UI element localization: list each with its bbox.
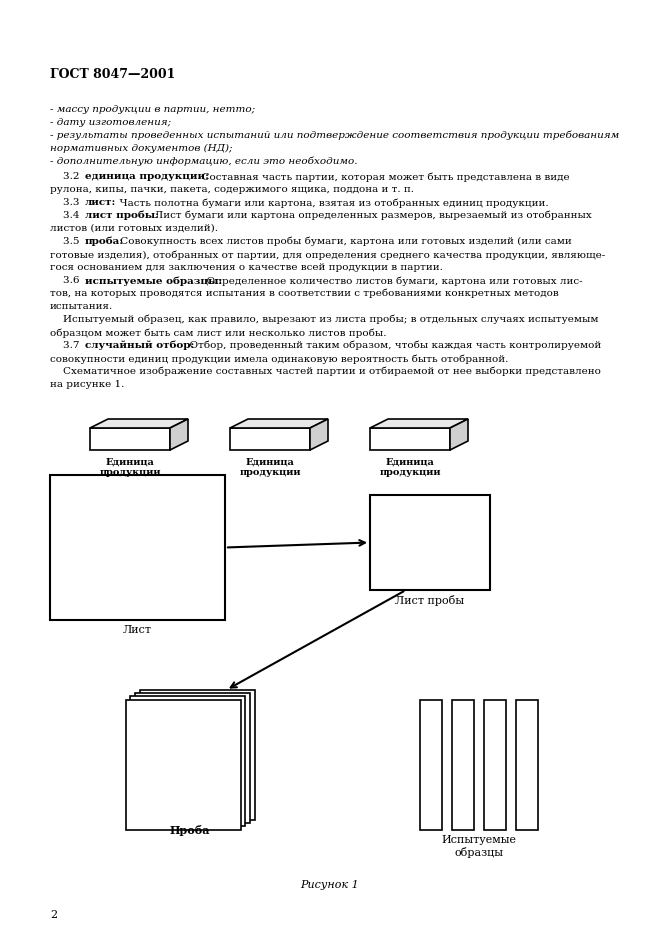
Text: нормативных документов (НД);: нормативных документов (НД); (50, 144, 233, 154)
Polygon shape (90, 419, 188, 428)
Text: Определенное количество листов бумаги, картона или готовых лис-: Определенное количество листов бумаги, к… (200, 276, 582, 285)
Text: Совокупность всех листов пробы бумаги, картона или готовых изделий (или сами: Совокупность всех листов пробы бумаги, к… (117, 237, 572, 246)
Text: готовые изделия), отобранных от партии, для определения среднего качества продук: готовые изделия), отобранных от партии, … (50, 250, 605, 259)
Bar (50, 475, 225, 620)
Bar (370, 495, 490, 590)
Bar (484, 700, 506, 830)
Text: 3.6: 3.6 (50, 276, 83, 285)
Text: единица продукции:: единица продукции: (85, 172, 209, 181)
Text: Часть полотна бумаги или картона, взятая из отобранных единиц продукции.: Часть полотна бумаги или картона, взятая… (113, 198, 549, 208)
Polygon shape (310, 419, 328, 450)
Polygon shape (230, 419, 328, 428)
Text: 3.5: 3.5 (50, 237, 83, 246)
Text: - дополнительную информацию, если это необходимо.: - дополнительную информацию, если это не… (50, 157, 358, 167)
Bar (126, 699, 241, 829)
Text: рулона, кипы, пачки, пакета, содержимого ящика, поддона и т. п.: рулона, кипы, пачки, пакета, содержимого… (50, 185, 414, 194)
Text: - результаты проведенных испытаний или подтверждение соответствия продукции треб: - результаты проведенных испытаний или п… (50, 131, 619, 140)
Text: Единица
продукции: Единица продукции (99, 458, 161, 477)
Polygon shape (450, 419, 468, 450)
Text: 3.3: 3.3 (50, 198, 83, 207)
Text: тов, на которых проводятся испытания в соответствии с требованиями конкретных ме: тов, на которых проводятся испытания в с… (50, 289, 559, 299)
Text: 3.4: 3.4 (50, 211, 83, 220)
Bar (130, 696, 245, 826)
Text: Проба: Проба (169, 825, 210, 836)
Bar (140, 690, 255, 820)
Text: 3.7: 3.7 (50, 341, 83, 350)
Text: 2: 2 (50, 910, 57, 920)
Bar (420, 700, 442, 830)
Text: гося основанием для заключения о качестве всей продукции в партии.: гося основанием для заключения о качеств… (50, 263, 443, 272)
Text: образцом может быть сам лист или несколько листов пробы.: образцом может быть сам лист или несколь… (50, 328, 387, 338)
Polygon shape (370, 419, 468, 428)
Text: - массу продукции в партии, нетто;: - массу продукции в партии, нетто; (50, 105, 255, 114)
Text: листов (или готовых изделий).: листов (или готовых изделий). (50, 224, 218, 233)
Text: испытуемые образцы:: испытуемые образцы: (85, 276, 222, 285)
Text: на рисунке 1.: на рисунке 1. (50, 380, 124, 389)
Text: совокупности единиц продукции имела одинаковую вероятность быть отобранной.: совокупности единиц продукции имела один… (50, 354, 508, 363)
Text: лист:: лист: (85, 198, 116, 207)
Bar (516, 700, 538, 830)
Text: Лист бумаги или картона определенных размеров, вырезаемый из отобранных: Лист бумаги или картона определенных раз… (148, 211, 592, 221)
Text: ГОСТ 8047—2001: ГОСТ 8047—2001 (50, 68, 175, 81)
Text: Рисунок 1: Рисунок 1 (301, 880, 360, 890)
Text: Испытуемый образец, как правило, вырезают из листа пробы; в отдельных случаях ис: Испытуемый образец, как правило, вырезаю… (50, 315, 598, 325)
Text: 3.2: 3.2 (50, 172, 83, 181)
Bar (136, 694, 251, 823)
Text: случайный отбор:: случайный отбор: (85, 341, 194, 350)
Polygon shape (170, 419, 188, 450)
Text: Единица
продукции: Единица продукции (239, 458, 301, 477)
Text: Лист пробы: Лист пробы (395, 595, 465, 606)
Polygon shape (230, 428, 310, 450)
Text: испытания.: испытания. (50, 302, 113, 311)
Bar (452, 700, 474, 830)
Text: Лист: Лист (123, 625, 152, 635)
Text: Схематичное изображение составных частей партии и отбираемой от нее выборки пред: Схематичное изображение составных частей… (50, 367, 601, 376)
Text: Испытуемые
образцы: Испытуемые образцы (442, 835, 516, 857)
Polygon shape (90, 428, 170, 450)
Text: - дату изготовления;: - дату изготовления; (50, 118, 171, 127)
Polygon shape (370, 428, 450, 450)
Text: Составная часть партии, которая может быть представлена в виде: Составная часть партии, которая может бы… (195, 172, 570, 182)
Text: проба:: проба: (85, 237, 124, 246)
Text: Отбор, проведенный таким образом, чтобы каждая часть контролируемой: Отбор, проведенный таким образом, чтобы … (183, 341, 602, 350)
Text: Единица
продукции: Единица продукции (379, 458, 441, 477)
Text: лист пробы:: лист пробы: (85, 211, 159, 221)
